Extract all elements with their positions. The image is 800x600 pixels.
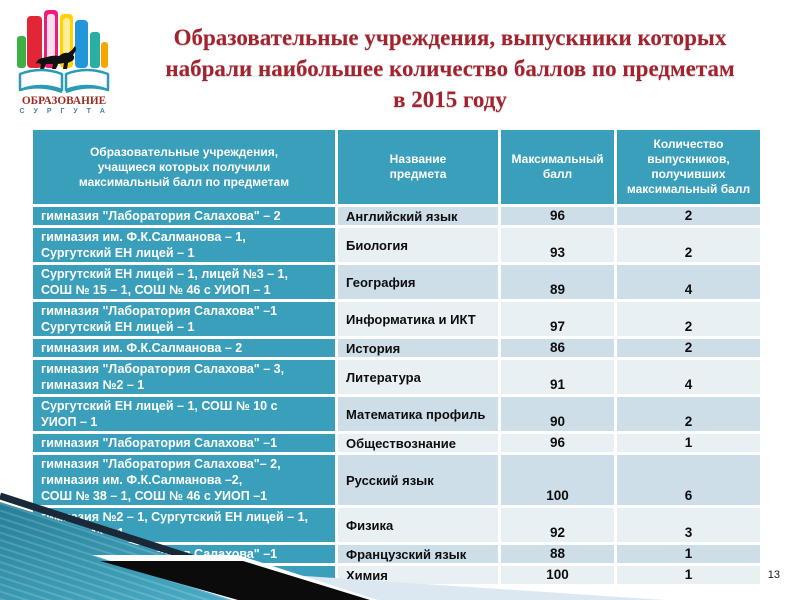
cell-score: 91 xyxy=(501,360,614,394)
cell-institution: гимназия "Лаборатория Салахова" –1 Сургу… xyxy=(33,302,335,336)
cell-institution: гимназия "Лаборатория Салахова"– 2, гимн… xyxy=(33,455,335,505)
table-row: гимназия "Лаборатория Салахова"– 2, гимн… xyxy=(33,455,760,505)
results-table: Образовательные учреждения, учащиеся кот… xyxy=(30,127,763,587)
cell-subject: Русский язык xyxy=(338,455,498,505)
cell-score: 97 xyxy=(501,302,614,336)
fox-icon xyxy=(36,46,76,69)
table-row: гимназия "Лаборатория Салахова" – 3, гим… xyxy=(33,360,760,394)
cell-score: 100 xyxy=(501,455,614,505)
black-ribbon xyxy=(100,561,370,600)
cell-institution: гимназия "Лаборатория Салахова" – 3, гим… xyxy=(33,360,335,394)
table-row: Сургутский ЕН лицей – 1, лицей №3 – 1, С… xyxy=(33,265,760,299)
table-row: гимназия им. Ф.К.Салманова – 2 История 8… xyxy=(33,339,760,357)
cell-count: 4 xyxy=(617,360,760,394)
cell-score: 88 xyxy=(501,545,614,563)
table-row: гимназия им. Ф.К.Салманова – 1, Сургутск… xyxy=(33,228,760,262)
logo-text-obrazovanie: ОБРАЗОВАНИЕ xyxy=(21,93,107,107)
cell-subject: География xyxy=(338,265,498,299)
cell-subject: Биология xyxy=(338,228,498,262)
header-subject: Название предмета xyxy=(338,130,498,204)
cell-institution: Сургутский ЕН лицей – 1, СОШ № 10 с УИОП… xyxy=(33,397,335,431)
cell-count: 2 xyxy=(617,302,760,336)
corner-decoration xyxy=(0,492,665,600)
cell-institution: гимназия им. Ф.К.Салманова – 2 xyxy=(33,339,335,357)
cell-score: 89 xyxy=(501,265,614,299)
table-row: гимназия "Лаборатория Салахова" –1 Сургу… xyxy=(33,302,760,336)
logo-text-surguta: С У Р Г У Т А xyxy=(19,108,109,115)
cell-count: 1 xyxy=(617,434,760,452)
table-row: гимназия "Лаборатория Салахова" –1 Общес… xyxy=(33,434,760,452)
logo-graphic xyxy=(17,10,110,94)
cell-score: 96 xyxy=(501,434,614,452)
cell-score: 86 xyxy=(501,339,614,357)
cell-score: 92 xyxy=(501,508,614,542)
cell-score: 96 xyxy=(501,207,614,225)
cell-institution: гимназия им. Ф.К.Салманова – 1, Сургутск… xyxy=(33,228,335,262)
cell-count: 2 xyxy=(617,339,760,357)
cell-count: 3 xyxy=(617,508,760,542)
cell-subject: Математика профиль xyxy=(338,397,498,431)
cell-institution: гимназия "Лаборатория Салахова" – 2 xyxy=(33,207,335,225)
cell-count: 6 xyxy=(617,455,760,505)
cell-subject: Информатика и ИКТ xyxy=(338,302,498,336)
cell-subject: Обществознание xyxy=(338,434,498,452)
cell-count: 2 xyxy=(617,228,760,262)
open-book-icon xyxy=(18,68,110,94)
cell-count: 1 xyxy=(617,545,760,563)
cell-subject: История xyxy=(338,339,498,357)
cell-score: 100 xyxy=(501,566,614,584)
cell-count: 2 xyxy=(617,397,760,431)
header-institutions: Образовательные учреждения, учащиеся кот… xyxy=(33,130,335,204)
cell-subject: Химия xyxy=(338,566,498,584)
table-header-row: Образовательные учреждения, учащиеся кот… xyxy=(33,130,760,204)
books-skyline-icon xyxy=(17,10,108,68)
cell-score: 93 xyxy=(501,228,614,262)
cell-score: 90 xyxy=(501,397,614,431)
cell-institution: гимназия "Лаборатория Салахова" –1 xyxy=(33,434,335,452)
table-row: гимназия "Лаборатория Салахова" – 2 Англ… xyxy=(33,207,760,225)
slide-title: Образовательные учреждения, выпускники к… xyxy=(165,25,735,112)
cell-count: 4 xyxy=(617,265,760,299)
cell-subject: Литература xyxy=(338,360,498,394)
cell-subject: Английский язык xyxy=(338,207,498,225)
table-row: Сургутский ЕН лицей – 1, СОШ № 10 с УИОП… xyxy=(33,397,760,431)
cell-institution: Сургутский ЕН лицей – 1, лицей №3 – 1, С… xyxy=(33,265,335,299)
cell-count: 2 xyxy=(617,207,760,225)
cell-subject: Физика xyxy=(338,508,498,542)
cell-count: 1 xyxy=(617,566,760,584)
header-graduates-count: Количество выпускников, получивших макси… xyxy=(617,130,760,204)
cell-subject: Французский язык xyxy=(338,545,498,563)
logo: ОБРАЗОВАНИЕ С У Р Г У Т А xyxy=(12,6,116,118)
page-number: 13 xyxy=(767,569,780,581)
header-max-score: Максимальный балл xyxy=(501,130,614,204)
